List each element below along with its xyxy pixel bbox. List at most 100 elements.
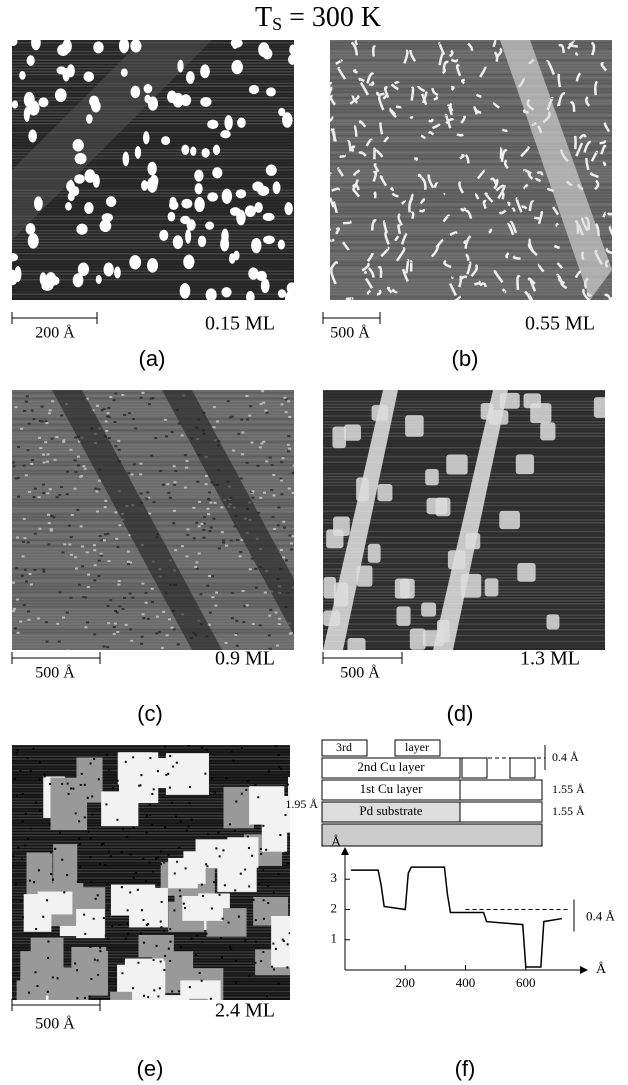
island bbox=[285, 291, 295, 306]
noise bbox=[110, 855, 112, 857]
island bbox=[31, 35, 41, 51]
noise bbox=[166, 634, 169, 636]
noise bbox=[15, 752, 17, 754]
noise bbox=[262, 825, 264, 827]
noise bbox=[161, 647, 164, 649]
noise bbox=[137, 962, 139, 964]
y-axis-label: Å bbox=[331, 834, 342, 850]
noise bbox=[233, 760, 235, 762]
noise bbox=[235, 960, 237, 962]
noise bbox=[209, 502, 212, 504]
noise bbox=[195, 522, 198, 524]
noise bbox=[262, 402, 265, 404]
noise bbox=[107, 560, 110, 562]
noise bbox=[66, 471, 69, 473]
noise bbox=[292, 492, 295, 494]
island bbox=[28, 233, 39, 248]
island bbox=[271, 916, 312, 967]
noise bbox=[63, 891, 65, 893]
island bbox=[26, 223, 36, 234]
noise bbox=[231, 750, 233, 752]
noise bbox=[106, 883, 108, 885]
noise bbox=[46, 899, 48, 901]
island bbox=[12, 101, 18, 109]
noise bbox=[147, 996, 149, 998]
noise bbox=[272, 474, 275, 476]
island bbox=[516, 454, 534, 474]
noise bbox=[169, 960, 171, 962]
noise bbox=[54, 848, 56, 850]
noise bbox=[48, 522, 51, 524]
network bbox=[327, 176, 330, 186]
island bbox=[41, 282, 53, 290]
noise bbox=[75, 568, 78, 570]
noise bbox=[125, 938, 127, 940]
noise bbox=[17, 632, 20, 634]
noise bbox=[80, 784, 82, 786]
island bbox=[173, 235, 183, 249]
island bbox=[55, 88, 67, 102]
noise bbox=[42, 483, 45, 485]
noise bbox=[153, 788, 155, 790]
noise bbox=[263, 492, 266, 494]
noise bbox=[74, 962, 76, 964]
noise bbox=[14, 627, 17, 629]
noise bbox=[139, 463, 142, 465]
scale-label: 500 Å bbox=[35, 664, 75, 682]
noise bbox=[239, 551, 242, 553]
noise bbox=[247, 780, 249, 782]
noise bbox=[42, 569, 45, 571]
noise bbox=[213, 406, 216, 408]
noise bbox=[191, 819, 193, 821]
noise bbox=[88, 831, 90, 833]
noise bbox=[259, 624, 262, 626]
noise bbox=[293, 465, 296, 467]
island bbox=[147, 162, 156, 176]
island bbox=[207, 192, 218, 201]
noise bbox=[272, 943, 274, 945]
noise bbox=[42, 571, 45, 573]
noise bbox=[140, 932, 142, 934]
noise bbox=[36, 985, 38, 987]
noise bbox=[141, 613, 144, 615]
noise bbox=[127, 472, 130, 474]
noise bbox=[160, 926, 162, 928]
noise bbox=[84, 933, 86, 935]
noise bbox=[205, 863, 207, 865]
noise bbox=[38, 437, 41, 439]
noise bbox=[104, 500, 107, 502]
noise bbox=[248, 847, 250, 849]
coverage-label: 1.3 ML bbox=[520, 648, 580, 670]
noise bbox=[141, 909, 143, 911]
noise bbox=[158, 631, 161, 633]
noise bbox=[29, 880, 31, 882]
noise bbox=[54, 459, 57, 461]
noise bbox=[206, 585, 209, 587]
noise bbox=[37, 617, 40, 619]
noise bbox=[55, 436, 58, 438]
noise bbox=[127, 551, 130, 553]
noise bbox=[58, 591, 61, 593]
noise bbox=[112, 399, 115, 401]
island bbox=[177, 60, 183, 73]
noise bbox=[174, 470, 177, 472]
noise bbox=[23, 518, 26, 520]
noise bbox=[235, 982, 237, 984]
noise bbox=[47, 543, 50, 545]
noise bbox=[174, 872, 176, 874]
noise bbox=[103, 843, 105, 845]
island bbox=[323, 577, 335, 599]
noise bbox=[52, 879, 54, 881]
noise bbox=[185, 867, 187, 869]
island bbox=[9, 37, 17, 46]
noise bbox=[151, 824, 153, 826]
island bbox=[236, 210, 245, 226]
noise bbox=[169, 755, 171, 757]
noise bbox=[84, 468, 87, 470]
noise bbox=[86, 551, 89, 553]
panel-label: (a) bbox=[139, 346, 166, 371]
noise bbox=[29, 573, 32, 575]
island bbox=[224, 115, 232, 130]
noise bbox=[118, 605, 121, 607]
noise bbox=[257, 796, 259, 798]
